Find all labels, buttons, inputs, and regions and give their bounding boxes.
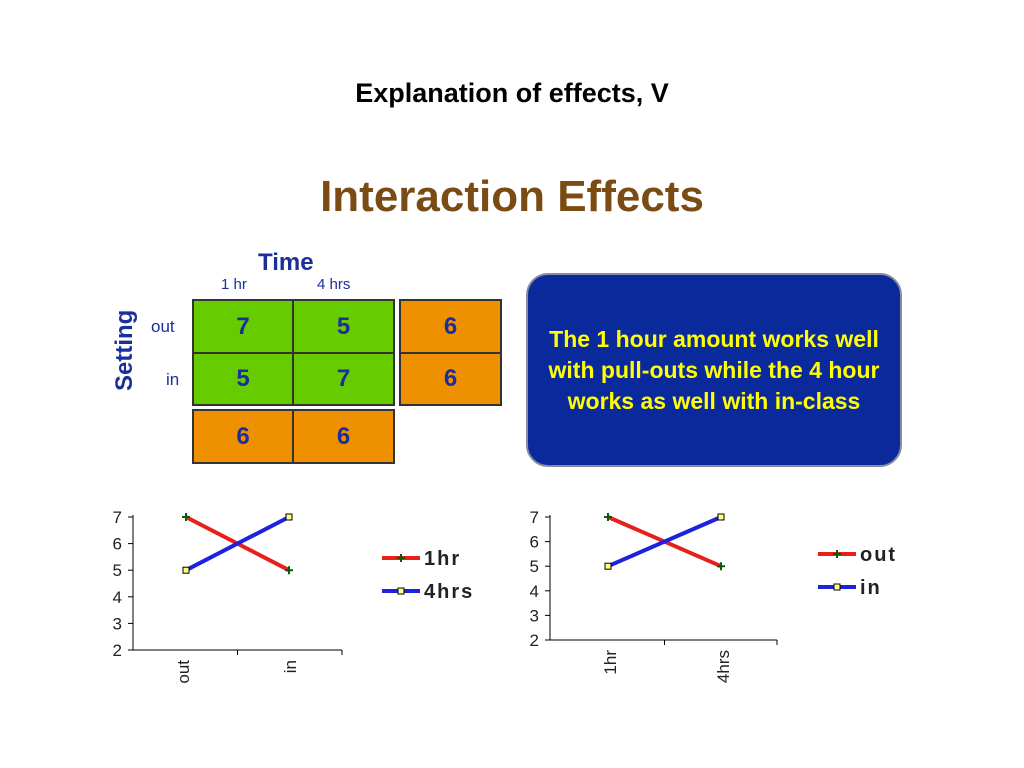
data-point-in <box>717 513 725 521</box>
y-tick-label: 4 <box>113 588 122 607</box>
x-tick-label: out <box>174 660 193 684</box>
row-header-out: out <box>151 317 175 336</box>
x-tick-label: 4hrs <box>714 650 733 683</box>
x-tick-label: in <box>281 660 300 673</box>
interaction-plot-by-setting: 2 3 4 5 6 7 out in 1hr 4hrs <box>113 508 474 684</box>
legend-label-4hrs: 4hrs <box>424 581 474 603</box>
data-point-1hr <box>182 513 190 521</box>
y-tick-label: 5 <box>530 557 539 576</box>
table-cell-out-1hr: 7 <box>192 299 294 354</box>
data-point-out <box>717 562 725 571</box>
y-tick-label: 2 <box>530 631 539 650</box>
data-point-4hrs <box>285 513 293 521</box>
table-cell-out-4hrs: 5 <box>292 299 395 354</box>
table-cell-in-4hrs: 7 <box>292 352 395 406</box>
x-tick-label: 1hr <box>601 650 620 675</box>
y-tick-label: 7 <box>530 508 539 527</box>
series-line-4hrs <box>185 515 290 572</box>
y-tick-label: 3 <box>530 606 539 625</box>
slide-title: Explanation of effects, V <box>355 78 669 108</box>
table-cell-in-1hr: 5 <box>192 352 294 406</box>
column-header-1hr: 1 hr <box>221 276 247 293</box>
row-mean-out: 6 <box>399 299 502 354</box>
row-mean-in: 6 <box>399 352 502 406</box>
y-tick-label: 4 <box>530 582 539 601</box>
column-factor-label: Time <box>258 249 314 276</box>
explanation-callout: The 1 hour amount works well with pull-o… <box>526 273 902 467</box>
legend-label-1hr: 1hr <box>424 548 461 570</box>
row-header-in: in <box>166 370 180 389</box>
legend-marker-4hrs <box>397 587 405 595</box>
data-point-1hr <box>285 566 293 575</box>
data-point-out <box>604 513 612 521</box>
y-tick-label: 3 <box>113 614 122 633</box>
legend-label-in: in <box>860 577 882 599</box>
y-tick-label: 5 <box>113 561 122 580</box>
data-point-in <box>604 562 612 570</box>
data-point-4hrs <box>182 566 190 574</box>
section-heading: Interaction Effects <box>320 172 704 221</box>
legend-marker-1hr <box>397 554 405 562</box>
y-tick-label: 2 <box>113 641 122 660</box>
y-tick-label: 6 <box>113 535 122 554</box>
legend-marker-in <box>833 583 841 591</box>
y-tick-label: 6 <box>530 533 539 552</box>
column-header-4hrs: 4 hrs <box>317 276 351 293</box>
callout-text: The 1 hour amount works well with pull-o… <box>548 325 880 414</box>
column-mean-1hr: 6 <box>192 409 294 464</box>
row-factor-label: Setting <box>111 309 138 391</box>
column-mean-4hrs: 6 <box>292 409 395 464</box>
interaction-plot-by-time: 2 3 4 5 6 7 1hr 4hrs out in <box>530 508 897 683</box>
series-line-in <box>607 515 722 569</box>
legend-label-out: out <box>860 544 897 566</box>
y-tick-label: 7 <box>113 508 122 527</box>
legend-marker-out <box>833 550 841 558</box>
